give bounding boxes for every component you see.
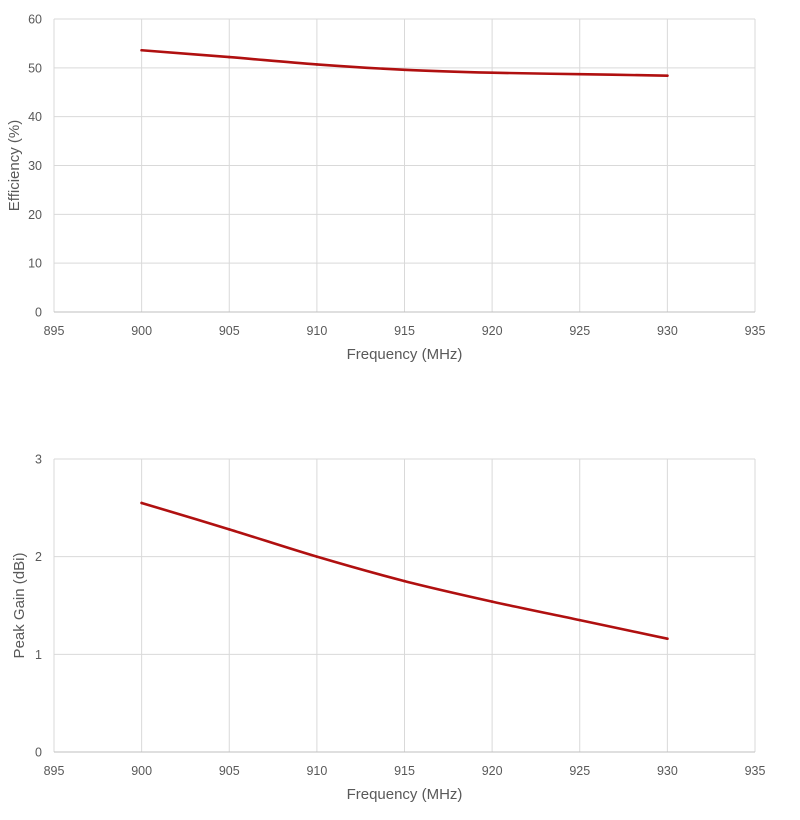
x-tick-label: 910 (306, 324, 327, 338)
y-tick-label: 20 (28, 208, 42, 222)
x-tick-label: 935 (745, 764, 766, 778)
data-point (315, 555, 319, 558)
x-tick-label: 915 (394, 764, 415, 778)
y-tick-label: 40 (28, 110, 42, 124)
x-tick-label: 920 (482, 764, 503, 778)
x-tick-label: 920 (482, 324, 503, 338)
data-point (490, 71, 494, 75)
data-point (666, 637, 669, 641)
y-tick-label: 1 (35, 648, 42, 662)
y-tick-label: 60 (28, 13, 42, 27)
x-tick-label: 925 (569, 324, 590, 338)
y-tick-label: 30 (28, 159, 42, 173)
x-tick-label: 930 (657, 324, 678, 338)
peak-gain-chart: 0 1 2 3 895 900 905 910 915 920 925 930 935 Frequency… (11, 453, 766, 804)
x-tick-label: 895 (44, 324, 65, 338)
x-axis-title: Frequency (MHz) (347, 346, 463, 363)
x-tick-label: 935 (745, 324, 766, 338)
data-point (315, 63, 319, 66)
data-point (140, 501, 143, 505)
x-tick-label: 900 (131, 764, 152, 778)
x-tick-label: 915 (394, 324, 415, 338)
data-point (666, 74, 669, 77)
y-tick-label: 10 (28, 257, 42, 271)
x-tick-label: 925 (569, 764, 590, 778)
data-point (140, 48, 143, 52)
x-tick-label: 905 (219, 764, 240, 778)
x-tick-label: 910 (306, 764, 327, 778)
data-point (403, 579, 406, 583)
y-tick-label: 0 (35, 746, 42, 760)
y-tick-label: 50 (28, 61, 42, 75)
y-axis-title: Peak Gain (dBi) (11, 553, 28, 659)
data-point (227, 55, 231, 59)
y-tick-label: 0 (35, 306, 42, 320)
data-point (578, 618, 582, 622)
data-point (403, 68, 406, 72)
data-point (227, 528, 231, 531)
data-point (490, 600, 494, 603)
y-tick-label: 3 (35, 453, 42, 467)
x-tick-label: 905 (219, 324, 240, 338)
y-axis-title: Efficiency (%) (6, 120, 23, 211)
efficiency-chart: 0 10 20 30 40 50 60 895 900 905 910 915 920 925 930 935… (6, 13, 766, 364)
x-tick-label: 930 (657, 764, 678, 778)
x-tick-label: 895 (44, 764, 65, 778)
y-tick-label: 2 (35, 550, 42, 564)
x-axis-title: Frequency (MHz) (347, 786, 463, 803)
data-point (578, 72, 582, 76)
x-tick-label: 900 (131, 324, 152, 338)
